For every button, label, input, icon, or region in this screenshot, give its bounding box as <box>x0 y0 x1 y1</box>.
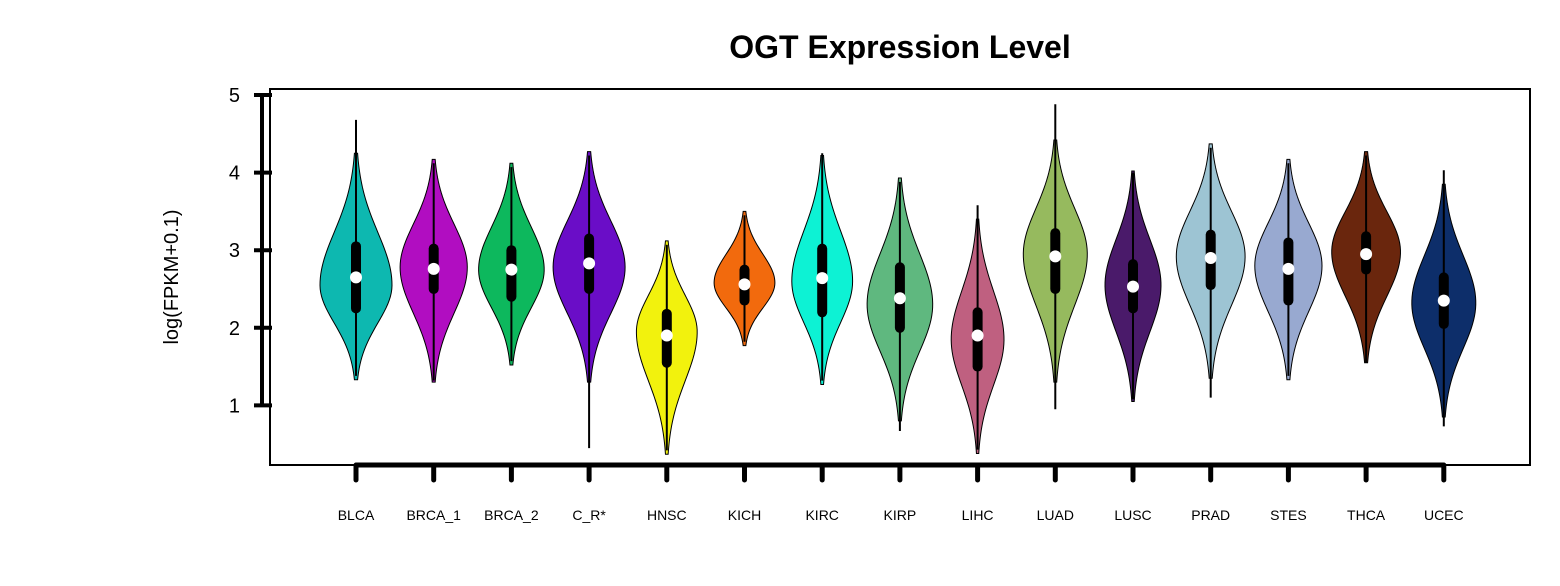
median-point <box>971 329 984 342</box>
x-tick-label: LIHC <box>962 507 994 523</box>
violin-hnsc <box>635 240 698 455</box>
x-tick-label: THCA <box>1347 507 1386 523</box>
violin-kirc <box>791 153 854 385</box>
violin-kich <box>713 210 776 347</box>
x-tick-label: BLCA <box>338 507 375 523</box>
x-tick-label: KIRP <box>884 507 917 523</box>
y-axis: 1 2 3 4 5 <box>229 85 272 417</box>
violin-blca <box>319 119 393 381</box>
x-tick-label: KIRC <box>805 507 838 523</box>
median-point <box>1437 294 1450 307</box>
median-point <box>1282 262 1295 275</box>
x-tick-label: C_R* <box>572 507 606 523</box>
median-point <box>427 262 440 275</box>
violin-brca-1 <box>399 158 468 383</box>
violin-brca-2 <box>478 162 545 366</box>
median-point <box>1127 280 1139 293</box>
violin-prad <box>1175 143 1246 398</box>
median-point <box>660 329 673 342</box>
x-tick-label: KICH <box>728 507 761 523</box>
y-axis-label: log(FPKM+0.1) <box>161 209 183 344</box>
median-point <box>505 263 518 276</box>
median-point <box>893 292 906 305</box>
x-tick-label: LUAD <box>1037 507 1074 523</box>
violin-thca <box>1331 151 1401 364</box>
y-tick-label: 1 <box>229 395 240 417</box>
median-point <box>738 278 751 291</box>
y-tick-label: 5 <box>229 85 240 107</box>
violin-lihc <box>950 205 1005 455</box>
violin-kirp <box>866 177 934 432</box>
chart-title: OGT Expression Level <box>729 29 1070 65</box>
median-point <box>583 257 596 270</box>
median-point <box>1049 250 1062 263</box>
x-tick-label: PRAD <box>1191 507 1230 523</box>
median-point <box>350 271 362 284</box>
x-tick-label: STES <box>1270 507 1307 523</box>
x-tick-label: UCEC <box>1424 507 1464 523</box>
y-tick-label: 2 <box>229 318 240 340</box>
y-tick-label: 4 <box>229 163 240 185</box>
violin-stes <box>1254 158 1323 381</box>
violin-luad <box>1022 104 1088 410</box>
median-point <box>1360 248 1373 261</box>
violins <box>319 104 1477 455</box>
violin-ucec <box>1411 170 1477 427</box>
x-tick-label: BRCA_1 <box>406 507 461 523</box>
x-tick-label: BRCA_2 <box>484 507 539 523</box>
median-point <box>1204 251 1217 264</box>
x-tick-label: LUSC <box>1114 507 1151 523</box>
median-point <box>816 272 829 285</box>
violin-lusc <box>1104 170 1162 403</box>
x-axis: BLCA BRCA_1 BRCA_2 C_R* HNSC KICH KIRC KIRP LIHC… <box>338 462 1464 523</box>
violin-c-r <box>552 151 626 449</box>
x-tick-label: HNSC <box>647 507 687 523</box>
y-tick-label: 3 <box>229 240 240 262</box>
